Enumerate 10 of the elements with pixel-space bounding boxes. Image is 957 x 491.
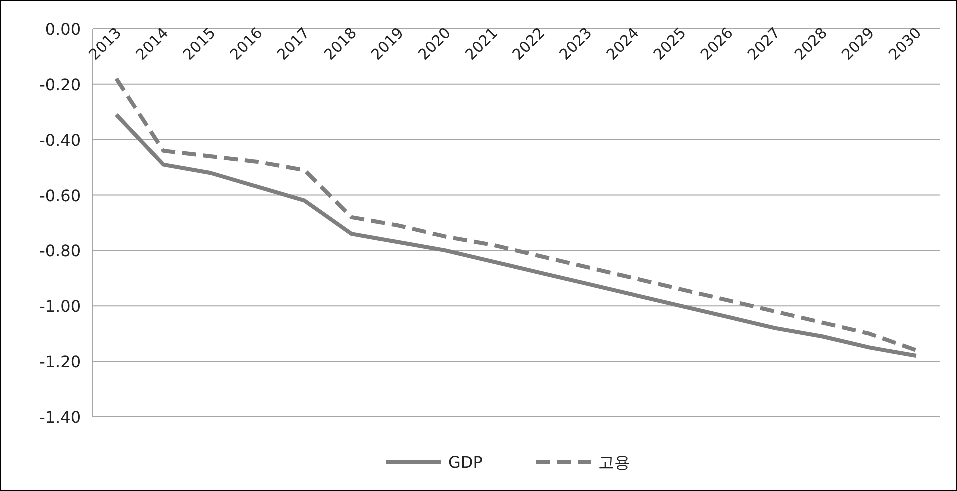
y-tick-label: -1.20 <box>40 352 81 372</box>
y-tick-label: 0.00 <box>45 20 81 39</box>
legend-label: GDP <box>448 453 484 472</box>
y-tick-label: -0.20 <box>40 75 81 94</box>
y-tick-label: -1.00 <box>40 297 81 316</box>
y-tick-label: -1.40 <box>40 408 81 427</box>
legend-label: 고용 <box>598 453 630 472</box>
y-tick-label: -0.60 <box>40 186 81 206</box>
y-tick-label: -0.80 <box>40 242 81 261</box>
y-tick-label: -0.40 <box>40 130 81 150</box>
